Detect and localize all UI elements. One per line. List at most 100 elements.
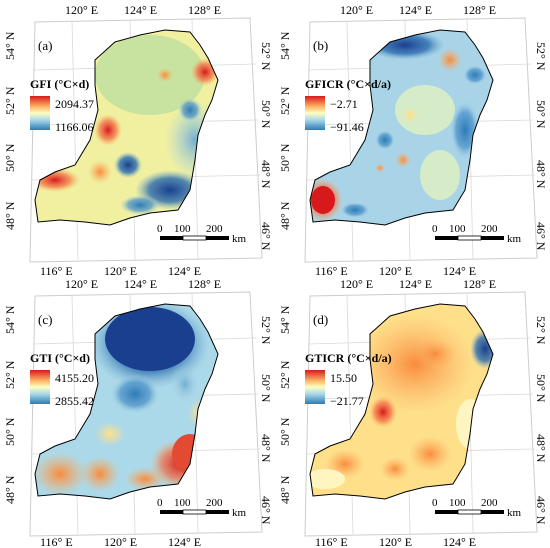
scale-0: 0 — [432, 497, 438, 509]
legend-max: −2.71 — [330, 97, 358, 111]
scale-0: 0 — [157, 497, 163, 509]
top-tick-1: 120° E — [340, 3, 373, 17]
scale-200: 200 — [481, 223, 498, 235]
region-border — [309, 29, 494, 226]
left-tick-3: 50° N — [3, 417, 17, 446]
bottom-tick-3: 124° E — [168, 535, 201, 548]
top-tick-2: 124° E — [399, 277, 432, 291]
map-frame — [304, 17, 538, 263]
scale-bar: 0 100 200 km — [157, 497, 247, 519]
region-border — [34, 29, 219, 226]
right-tick-4: 46° N — [259, 222, 273, 251]
panel-c-gti-map: 120° E 124° E 128° E 116° E 120° E 124° … — [3, 277, 273, 548]
legend-color-ramp — [30, 96, 50, 130]
top-tick-3: 128° E — [463, 3, 496, 17]
legend-min: 2855.42 — [55, 394, 94, 408]
legend-color-ramp — [305, 370, 325, 404]
scale-200: 200 — [206, 497, 223, 509]
panel-label: (a) — [38, 38, 52, 53]
right-tick-3: 48° N — [259, 434, 273, 463]
top-tick-1: 120° E — [65, 3, 98, 17]
bottom-tick-2: 120° E — [104, 535, 137, 548]
region-border — [309, 303, 494, 500]
right-tick-2: 50° N — [534, 374, 548, 403]
top-tick-2: 124° E — [124, 277, 157, 291]
legend-color-ramp — [30, 370, 50, 404]
scale-unit: km — [507, 233, 522, 245]
right-tick-3: 48° N — [534, 160, 548, 189]
scale-bar: 0 100 200 km — [432, 497, 522, 519]
bottom-tick-2: 120° E — [104, 264, 137, 278]
scale-100: 100 — [174, 497, 191, 509]
right-tick-2: 50° N — [259, 374, 273, 403]
panel-label: (c) — [38, 312, 52, 327]
left-tick-4: 48° N — [3, 201, 17, 230]
top-tick-1: 120° E — [340, 277, 373, 291]
left-tick-4: 48° N — [278, 475, 292, 504]
right-tick-1: 52° N — [259, 42, 273, 71]
bottom-tick-2: 120° E — [379, 535, 412, 548]
top-tick-3: 128° E — [463, 277, 496, 291]
left-tick-1: 54° N — [3, 31, 17, 60]
right-tick-2: 50° N — [534, 100, 548, 129]
legend-min: −21.77 — [330, 394, 364, 408]
legend-min: −91.46 — [330, 120, 364, 134]
region-border — [34, 303, 219, 500]
left-tick-2: 52° N — [3, 86, 17, 115]
scale-100: 100 — [174, 223, 191, 235]
bottom-tick-1: 116° E — [315, 264, 348, 278]
scale-0: 0 — [157, 223, 163, 235]
legend-title: GTI (°C×d) — [30, 351, 90, 365]
bottom-tick-3: 124° E — [443, 264, 476, 278]
scale-bar: 0 100 200 km — [157, 223, 247, 245]
scale-200: 200 — [481, 497, 498, 509]
right-tick-1: 52° N — [534, 316, 548, 345]
bottom-tick-3: 124° E — [443, 535, 476, 548]
left-tick-1: 54° N — [3, 305, 17, 334]
right-tick-4: 46° N — [534, 496, 548, 525]
scale-unit: km — [232, 507, 247, 519]
bottom-tick-1: 116° E — [40, 535, 73, 548]
top-tick-1: 120° E — [65, 277, 98, 291]
left-tick-3: 50° N — [278, 143, 292, 172]
left-tick-3: 50° N — [3, 143, 17, 172]
legend-max: 4155.20 — [55, 371, 94, 385]
scale-100: 100 — [449, 497, 466, 509]
right-tick-3: 48° N — [259, 160, 273, 189]
scale-unit: km — [507, 507, 522, 519]
right-tick-4: 46° N — [259, 496, 273, 525]
scale-200: 200 — [206, 223, 223, 235]
bottom-tick-2: 120° E — [379, 264, 412, 278]
bottom-tick-1: 116° E — [40, 264, 73, 278]
top-tick-2: 124° E — [399, 3, 432, 17]
legend-max: 15.50 — [330, 371, 357, 385]
right-tick-3: 48° N — [534, 434, 548, 463]
left-tick-2: 52° N — [278, 360, 292, 389]
legend-max: 2094.37 — [55, 97, 94, 111]
scale-0: 0 — [432, 223, 438, 235]
right-tick-2: 50° N — [259, 100, 273, 129]
top-tick-3: 128° E — [188, 277, 221, 291]
bottom-tick-3: 124° E — [168, 264, 201, 278]
panel-a-gfi-map: 120° E 124° E 128° E 116° E 120° E 124° … — [3, 3, 273, 278]
legend-color-ramp — [305, 96, 325, 130]
top-tick-3: 128° E — [188, 3, 221, 17]
bottom-tick-1: 116° E — [315, 535, 348, 548]
panel-label: (b) — [313, 38, 328, 53]
legend-min: 1166.06 — [55, 120, 94, 134]
legend-title: GFI (°C×d) — [30, 77, 89, 91]
left-tick-1: 54° N — [278, 31, 292, 60]
scale-100: 100 — [449, 223, 466, 235]
right-tick-1: 52° N — [534, 42, 548, 71]
panel-d-gticr-map: 120° E 124° E 128° E 116° E 120° E 124° … — [278, 277, 548, 548]
left-tick-2: 52° N — [3, 360, 17, 389]
right-tick-4: 46° N — [534, 222, 548, 251]
left-tick-4: 48° N — [278, 201, 292, 230]
left-tick-2: 52° N — [278, 86, 292, 115]
panel-label: (d) — [313, 312, 328, 327]
legend-title: GTICR (°C×d/a) — [305, 351, 392, 365]
right-tick-1: 52° N — [259, 316, 273, 345]
top-tick-2: 124° E — [124, 3, 157, 17]
left-tick-1: 54° N — [278, 305, 292, 334]
